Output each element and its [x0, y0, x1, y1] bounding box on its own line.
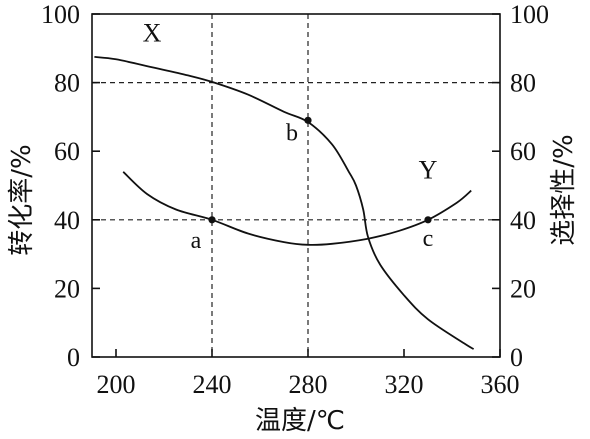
point-c [424, 216, 432, 224]
y-axis-title-right: 选择性/% [549, 134, 579, 245]
dashed-guide-lines [92, 14, 500, 357]
y-tick-label-right: 80 [510, 69, 536, 98]
plot-border [91, 13, 501, 358]
x-tick-label: 200 [97, 370, 136, 399]
y-tick-label-right: 60 [510, 137, 536, 166]
y-tick-label-left: 20 [54, 274, 80, 303]
y-tick-label-left: 60 [54, 137, 80, 166]
point-a [208, 216, 216, 224]
y-tick-label-left: 100 [41, 0, 80, 29]
plot-frame [91, 13, 501, 358]
y-tick-label-left: 0 [67, 343, 80, 372]
point-label-b: b [286, 120, 298, 146]
y-tick-label-right: 100 [510, 0, 549, 29]
point-label-a: a [191, 228, 202, 254]
x-tick-label: 280 [289, 370, 328, 399]
x-tick-label: 360 [481, 370, 520, 399]
curve-x [94, 56, 475, 350]
marked-points: a b c [191, 116, 434, 254]
y-tick-label-right: 0 [510, 343, 523, 372]
x-axis-title: 温度/℃ [255, 406, 345, 436]
point-b [304, 116, 312, 124]
x-tick-label: 320 [385, 370, 424, 399]
curve-label-x: X [143, 18, 162, 47]
data-curves: XY [94, 18, 475, 350]
y-tick-label-left: 40 [54, 206, 80, 235]
x-tick-label: 240 [193, 370, 232, 399]
y-axis-title-left: 转化率/% [7, 144, 37, 255]
curve-label-y: Y [419, 156, 438, 185]
y-tick-label-right: 40 [510, 206, 536, 235]
y-tick-label-right: 20 [510, 274, 536, 303]
point-label-c: c [423, 226, 434, 252]
y-tick-label-left: 80 [54, 69, 80, 98]
